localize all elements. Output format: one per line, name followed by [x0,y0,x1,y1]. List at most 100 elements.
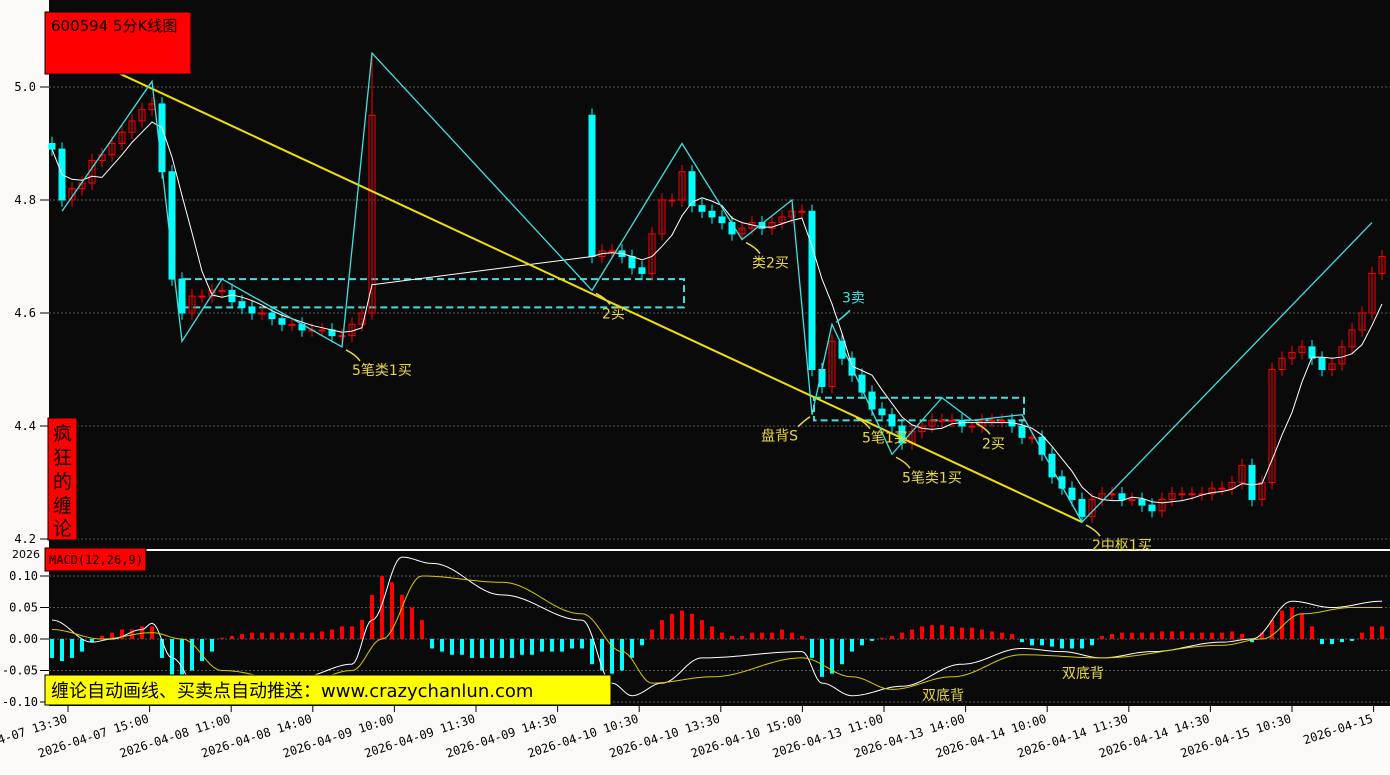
candle-down [178,278,186,314]
macd-bar [810,639,814,658]
macd-bar [1130,632,1134,639]
candle-up [1188,493,1196,496]
candle-down [588,114,596,257]
macd-bar [680,610,684,639]
macd-bar [630,639,634,658]
macd-bar [1020,639,1024,643]
macd-bar [1050,639,1054,647]
macd-bar [980,629,984,639]
promo-banner[interactable]: 缠论自动画线、买卖点自动推送：www.crazychanlun.com [44,674,612,706]
macd-label: MACD(12,26,9) [49,553,143,567]
candle-down [158,103,166,173]
macd-tick-label: -0.05 [2,664,38,678]
macd-bar [1240,633,1244,639]
candle-down [1308,346,1316,359]
macd-bar [1280,610,1284,639]
macd-bar [260,632,264,639]
candle-up [668,199,676,202]
ma-line [51,121,1383,504]
candle-down [268,312,276,320]
candle-down [1318,357,1326,371]
macd-bar [900,632,904,639]
macd-bar [1000,632,1004,639]
price-tick-label: 5.0 [14,80,36,94]
macd-bar [1300,613,1304,639]
promo-banner-text[interactable]: 缠论自动画线、买卖点自动推送：www.crazychanlun.com [51,681,533,702]
macd-bar [650,629,654,639]
macd-bar [450,639,454,655]
macd-bar [1220,632,1224,639]
macd-bar [960,627,964,639]
macd-bar [750,632,754,639]
candle-down [1248,465,1256,500]
annotation-arrow [895,456,911,469]
macd-bar [310,632,314,639]
candle-up [1218,487,1226,490]
candle-up [1368,272,1376,314]
candle-up [358,312,366,325]
macd-bar [1290,607,1294,639]
macd-bar [1350,639,1354,641]
candle-up [258,312,266,315]
macd-bar [220,637,224,639]
macd-bar [800,635,804,639]
candle-up [1338,346,1346,365]
macd-bar [930,625,934,639]
macd-bar [210,639,214,652]
candle-up [1158,498,1166,512]
macd-bar [760,632,764,639]
macd-bar [520,639,524,655]
macd-bar [180,639,184,677]
macd-bar [490,639,494,658]
macd-bar [430,639,434,649]
macd-bar [320,631,324,639]
annotation-label: 类2买 [752,256,789,272]
title-box: 600594 5分K线图 [44,11,192,75]
candle-up [1238,465,1246,483]
macd-bar [1140,632,1144,639]
macd-bar [700,620,704,639]
macd-bar [1150,632,1154,639]
macd-bar [1370,626,1374,639]
macd-overlap-label: 2026 [12,548,40,561]
candle-up [1228,482,1236,489]
candle-up [828,340,836,387]
candle-up [938,419,946,422]
macd-bar [240,633,244,639]
macd-bar [420,620,424,639]
candle-up [948,419,956,422]
candle-up [788,210,796,218]
candle-down [1138,498,1146,506]
macd-bar [1060,639,1064,649]
macd-bar [840,639,844,665]
price-y-axis: 5.0 4.8 4.6 4.4 4.2 [14,80,49,546]
macd-bar [360,620,364,639]
macd-bar [1070,639,1074,649]
macd-bar [830,639,834,674]
macd-bar [940,625,944,639]
annotation-arrow [1085,524,1101,537]
candle-up [988,419,996,422]
macd-bar [120,629,124,639]
macd-bar [1170,631,1174,639]
candle-down [1148,504,1156,512]
macd-bar [280,632,284,639]
annotation-arrow [797,416,811,428]
candle-up [368,114,376,314]
side-label-char: 狂 [53,447,72,469]
candle-down [868,391,876,410]
candle-up [1208,487,1216,495]
macd-bar [380,576,384,639]
macd-bar [410,607,414,639]
price-panel [49,0,1390,549]
macd-bar [670,613,674,639]
macd-annotation-label: 双底背 [922,688,964,704]
macd-bar [1180,631,1184,639]
side-label-char: 的 [53,471,72,493]
macd-bar [770,632,774,639]
candle-up [188,295,196,314]
macd-bar [990,631,994,639]
candle-up [128,120,136,133]
annotation-label: 2买 [982,436,1005,452]
